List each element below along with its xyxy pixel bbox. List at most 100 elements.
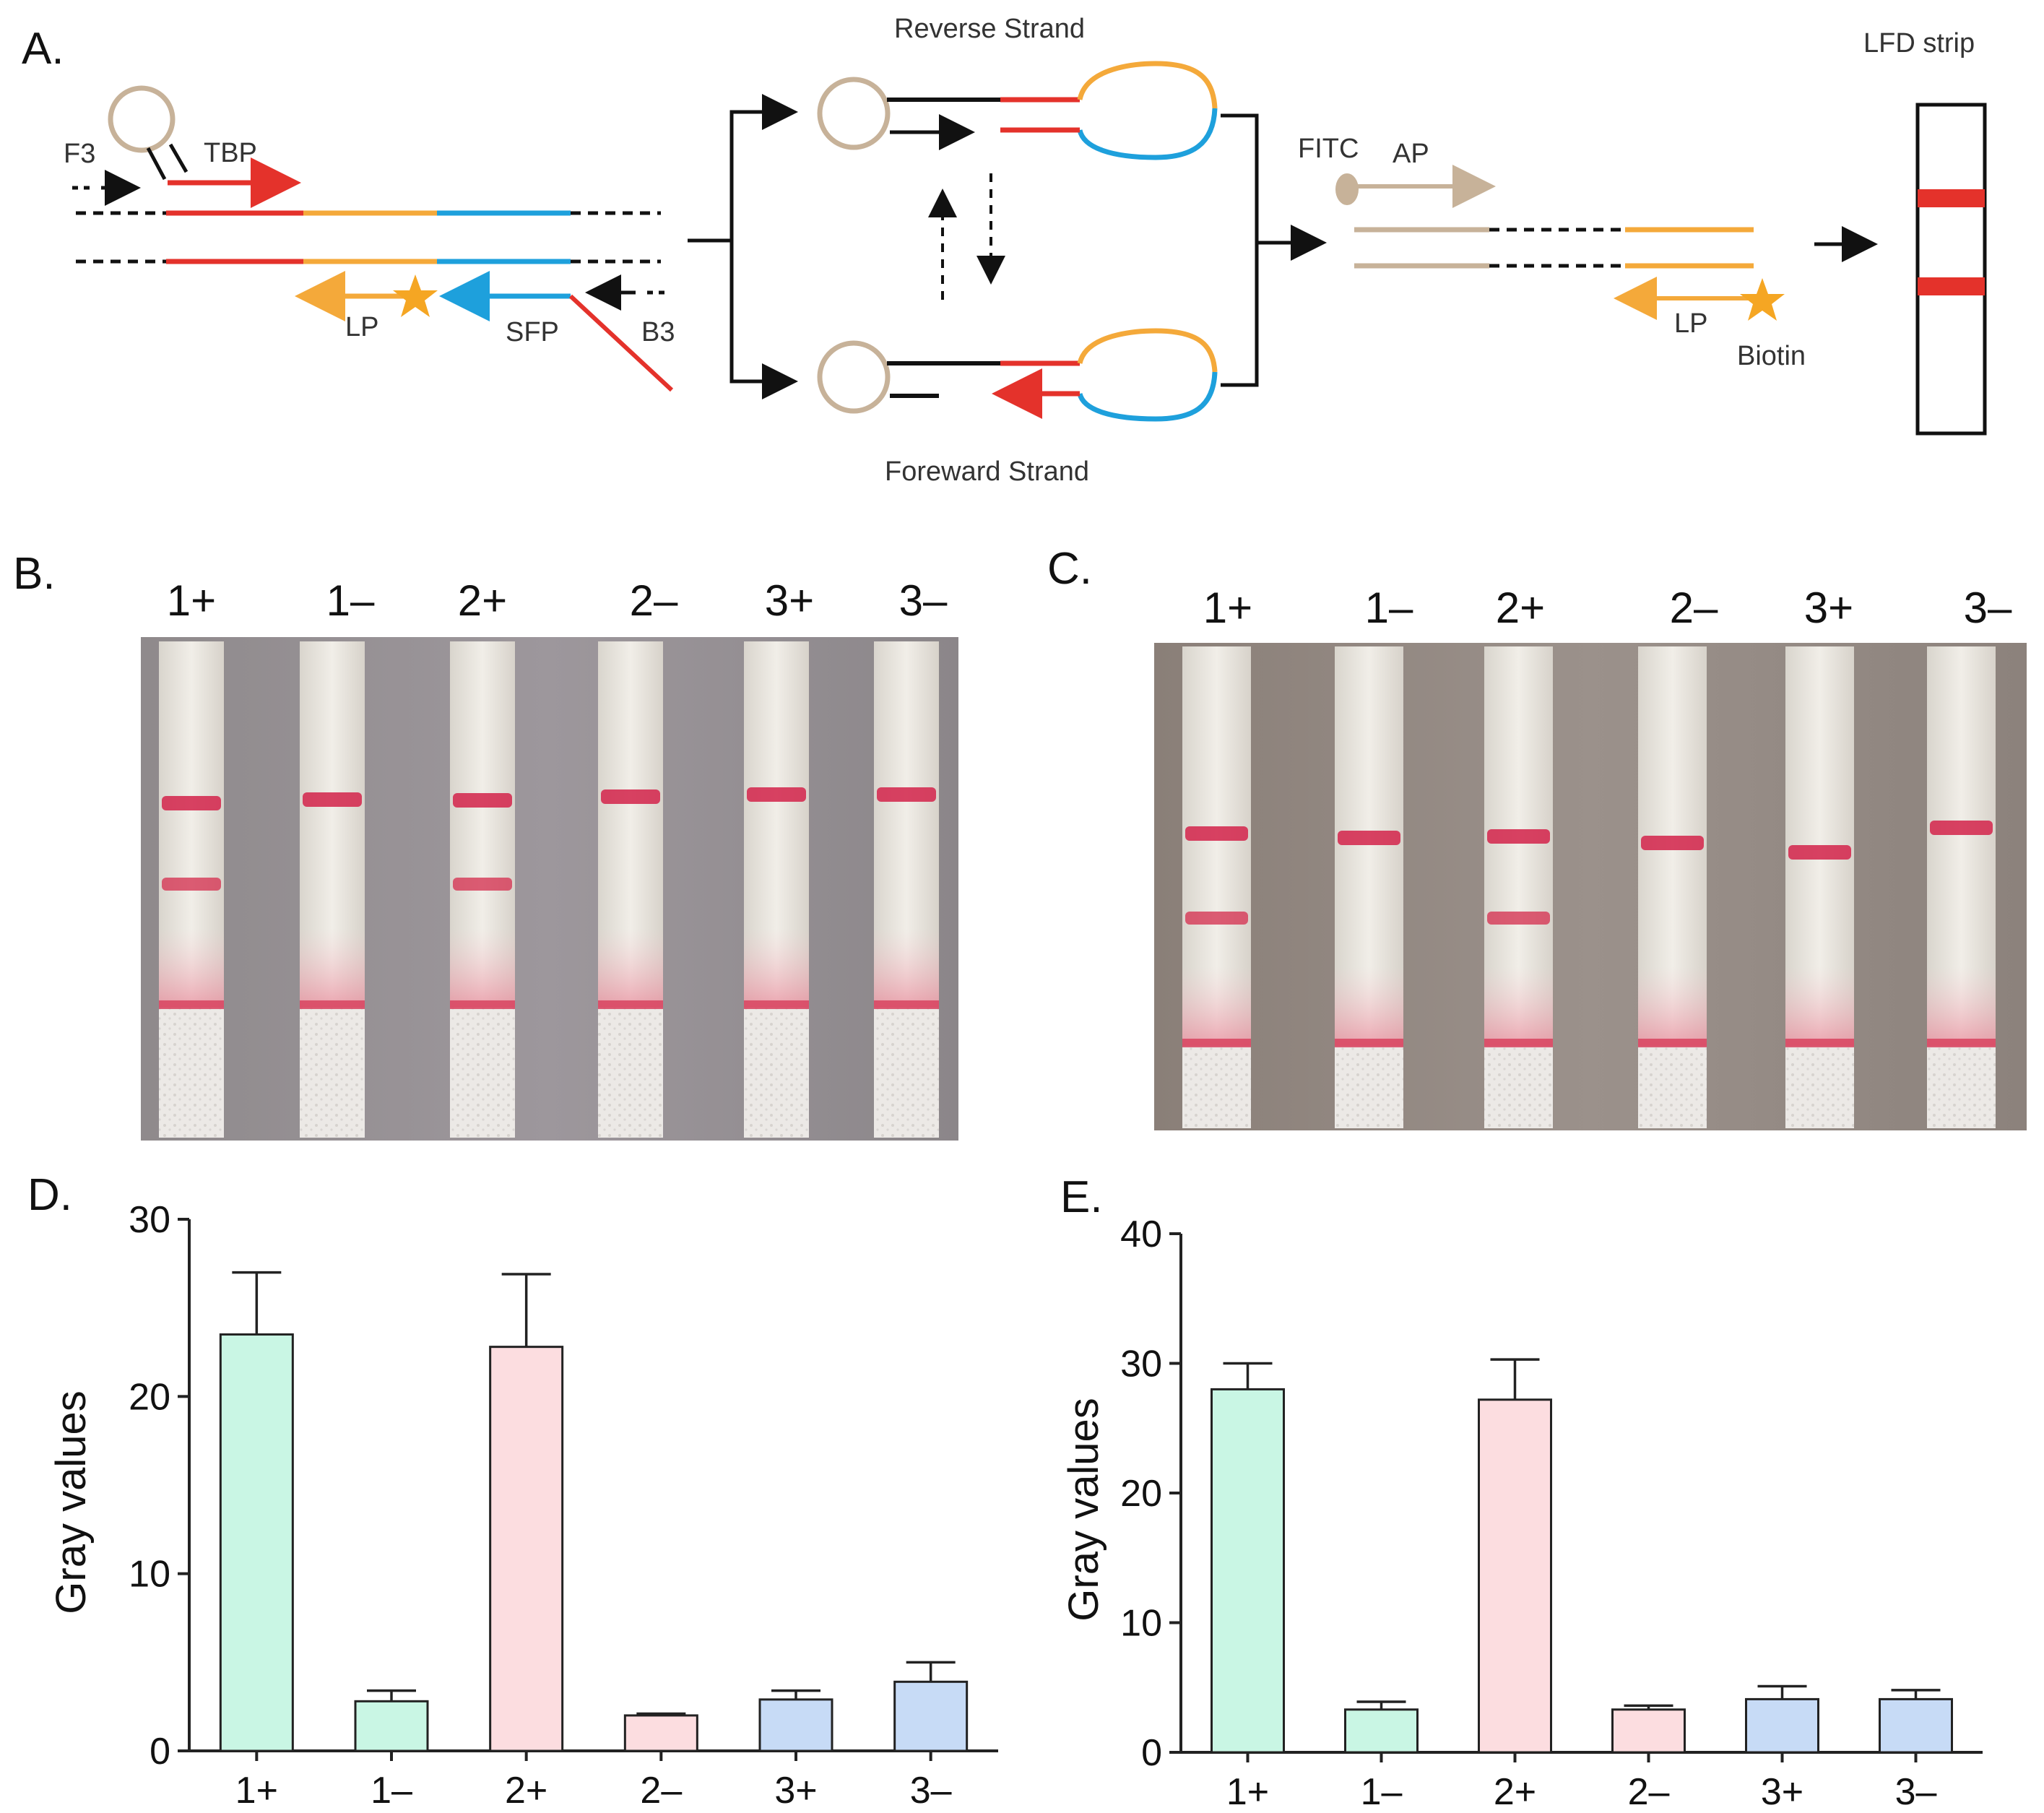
y-tick-label: 30 — [129, 1199, 170, 1241]
control-line — [1641, 836, 1704, 850]
label-forward-strand: Foreward Strand — [885, 457, 1089, 487]
y-tick-label: 30 — [1120, 1343, 1162, 1385]
test-strip — [1638, 646, 1707, 1128]
panel-b-lane-labels: 1+ 1– 2+ 2– 3+ 3– — [167, 576, 948, 625]
panel-b-strips — [159, 641, 939, 1138]
test-strip — [1182, 646, 1251, 1128]
test-strip — [1927, 646, 1996, 1128]
test-strip — [450, 641, 515, 1138]
panel-a-letter: A. — [22, 24, 64, 74]
control-line — [1185, 826, 1248, 841]
y-tick-label: 20 — [129, 1376, 170, 1418]
sample-pad — [300, 1008, 365, 1138]
panel-c-strips — [1182, 646, 1996, 1128]
y-tick-label: 40 — [1120, 1213, 1162, 1255]
sample-front-line — [874, 1000, 939, 1009]
test-strip — [744, 641, 809, 1138]
strip-pink-haze — [598, 928, 663, 1008]
x-tick-label: 1– — [371, 1770, 412, 1812]
bar — [623, 1714, 698, 1752]
bar — [1745, 1697, 1819, 1754]
reverse-loop-icon — [817, 77, 891, 150]
sample-front-line — [450, 1000, 515, 1009]
branch-arrow-down — [729, 241, 798, 399]
control-line — [303, 792, 362, 807]
test-strip — [598, 641, 663, 1138]
label-lfd-strip: LFD strip — [1863, 28, 1975, 59]
bar — [489, 1346, 564, 1752]
control-line — [1788, 845, 1851, 860]
sample-front-line — [1785, 1039, 1854, 1047]
test-line — [1185, 912, 1248, 925]
lane-label: 1– — [1365, 584, 1413, 632]
sample-front-line — [1335, 1039, 1403, 1047]
chart-e-plot: 0 10 20 30 40 1+ 1– 2+ 2– 3+ 3– — [1120, 1213, 1983, 1813]
bar — [1344, 1708, 1419, 1754]
strip-pink-haze — [1484, 966, 1553, 1046]
label-fitc: FITC — [1298, 134, 1359, 164]
forward-orange-loop — [1077, 328, 1218, 373]
test-line — [1487, 912, 1550, 925]
test-line — [453, 878, 512, 891]
x-tick-label: 3+ — [1761, 1771, 1803, 1813]
x-tick-label: 3+ — [774, 1770, 817, 1812]
strip-pink-haze — [450, 928, 515, 1008]
sample-pad — [874, 1008, 939, 1138]
sample-pad — [1182, 1046, 1251, 1128]
lfd-strip-icon — [1915, 103, 1987, 436]
panel-b-letter: B. — [13, 549, 56, 599]
strip-pink-haze — [1335, 966, 1403, 1046]
sample-pad — [1638, 1046, 1707, 1128]
lane-label: 3– — [1964, 584, 2012, 632]
bar — [219, 1333, 294, 1752]
lane-label: 3– — [899, 576, 948, 625]
y-tick-label: 10 — [129, 1554, 170, 1596]
panel-e-letter: E. — [1060, 1172, 1103, 1222]
bar — [1879, 1697, 1953, 1754]
test-strip — [1484, 646, 1553, 1128]
x-tick-label: 1+ — [1226, 1771, 1269, 1813]
lane-label: 3+ — [1804, 584, 1853, 632]
photo-c-background — [1154, 643, 2027, 1130]
label-b3: B3 — [641, 317, 675, 347]
bar — [1478, 1398, 1552, 1754]
lane-label: 3+ — [765, 576, 814, 625]
sample-pad — [1785, 1046, 1854, 1128]
x-tick-label: 2+ — [505, 1770, 547, 1812]
sample-front-line — [1927, 1039, 1996, 1047]
x-tick-label: 2– — [640, 1770, 682, 1812]
star-icon — [393, 274, 438, 317]
label-f3: F3 — [64, 139, 95, 169]
sample-pad — [1927, 1046, 1996, 1128]
lane-label: 1+ — [1203, 584, 1252, 632]
label-sfp: SFP — [506, 317, 559, 347]
bar — [893, 1680, 969, 1752]
x-tick-label: 1+ — [235, 1770, 278, 1812]
strip-pink-haze — [1927, 966, 1996, 1046]
control-line — [453, 793, 512, 808]
reverse-orange-loop — [1077, 61, 1218, 109]
branch-arrow-up — [729, 94, 798, 241]
strip-pink-haze — [1785, 966, 1854, 1046]
sample-pad — [159, 1008, 224, 1138]
test-strip — [1335, 646, 1403, 1128]
sample-front-line — [1638, 1039, 1707, 1047]
fitc-bead-icon — [1335, 173, 1359, 205]
control-line — [1930, 821, 1993, 835]
sample-pad — [1335, 1046, 1403, 1128]
merge-bracket — [1221, 113, 1259, 387]
strip-pink-haze — [159, 928, 224, 1008]
strip-pink-haze — [300, 928, 365, 1008]
sample-front-line — [598, 1000, 663, 1009]
strip-pink-haze — [1182, 966, 1251, 1046]
x-tick-label: 3– — [1895, 1771, 1937, 1813]
panel-c-photo: C. 1+ 1– 2+ 2– 3+ 3– — [1047, 544, 2027, 1130]
tbp-stem — [146, 147, 167, 181]
lane-label: 2+ — [458, 576, 507, 625]
y-tick-label: 20 — [1120, 1473, 1162, 1515]
lfd-test-line — [1918, 277, 1985, 295]
panel-d-chart: D. Gray values 0 10 20 30 1+ 1– 2+ 2– 3+ 3– — [27, 1170, 998, 1812]
control-line — [747, 787, 806, 802]
chart-d-ylabel: Gray values — [48, 1390, 95, 1614]
